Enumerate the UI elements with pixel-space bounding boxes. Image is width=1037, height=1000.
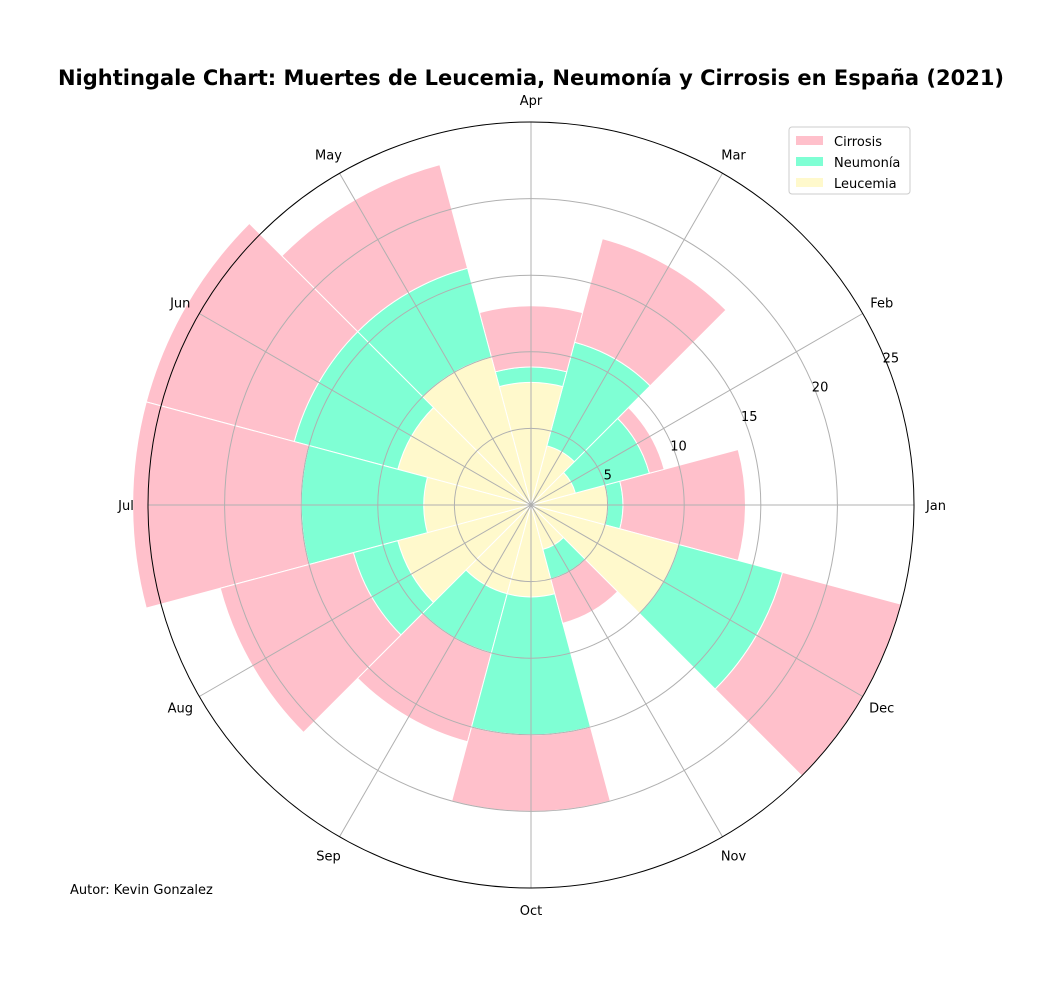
radial-tick-label-1: 5: [604, 469, 612, 484]
angular-gridline-jun: [199, 313, 532, 506]
radial-tick-label-3: 15: [741, 410, 758, 425]
month-label-jul: Jul: [117, 499, 134, 514]
chart-title: Nightingale Chart: Muertes de Leucemia, …: [58, 66, 1004, 90]
bar-cirrosis-mar: [574, 238, 727, 387]
author-annotation: Autor: Kevin Gonzalez: [70, 883, 213, 898]
legend-swatch-1: [796, 157, 823, 166]
angular-gridline-feb: [530, 313, 863, 506]
month-label-nov: Nov: [721, 850, 747, 865]
radial-tick-label-2: 10: [670, 439, 687, 454]
angular-gridline-dec: [530, 504, 863, 697]
angular-gridline-sep: [339, 504, 532, 837]
legend-swatch-2: [796, 178, 823, 187]
angular-gridline-nov: [530, 504, 723, 837]
legend: Cirrosis Neumonía Leucemia: [788, 126, 911, 195]
month-label-jan: Jan: [925, 499, 946, 514]
legend-label-1: Neumonía: [834, 156, 900, 171]
month-label-sep: Sep: [316, 850, 341, 865]
legend-label-0: Cirrosis: [834, 135, 882, 150]
legend-swatch-0: [796, 136, 823, 145]
bar-cirrosis-aug: [219, 551, 402, 734]
angular-gridline-mar: [530, 173, 723, 506]
month-label-dec: Dec: [869, 702, 894, 717]
bars-layer: [132, 164, 902, 812]
legend-label-2: Leucemia: [834, 177, 897, 192]
angular-gridline-may: [339, 173, 532, 506]
polar-frame: [147, 121, 915, 889]
month-label-mar: Mar: [721, 148, 746, 163]
month-label-jun: Jun: [169, 297, 190, 312]
labels-layer: Jan Feb Mar Apr May Jun Jul Aug Sep Oct Nov Dec 5 10 1…: [117, 94, 946, 919]
month-label-oct: Oct: [520, 904, 542, 919]
month-label-feb: Feb: [870, 297, 893, 312]
angular-gridline-aug: [199, 504, 532, 697]
month-label-aug: Aug: [168, 702, 193, 717]
radial-tick-label-5: 25: [883, 351, 900, 366]
month-label-apr: Apr: [520, 94, 543, 109]
month-label-may: May: [315, 148, 342, 163]
radial-tick-label-4: 20: [812, 381, 829, 396]
grid-layer: [147, 121, 915, 889]
